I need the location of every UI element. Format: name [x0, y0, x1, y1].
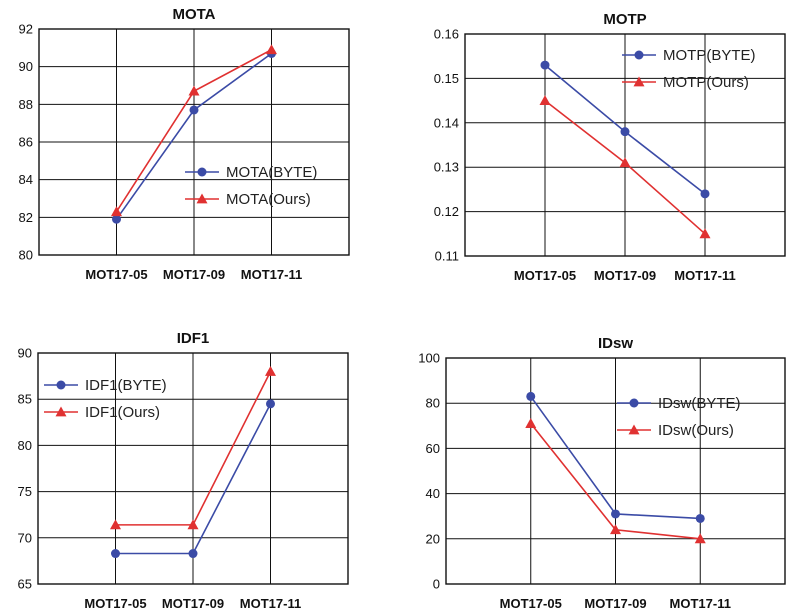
motp-ytick-label: 0.15	[434, 71, 459, 86]
motp-title: MOTP	[603, 11, 646, 28]
idsw-title: IDsw	[598, 335, 633, 352]
mota-ytick-label: 88	[19, 97, 33, 112]
idf1-ytick-label: 65	[18, 577, 32, 592]
idf1-plot-frame	[37, 352, 349, 585]
idsw-point-ours	[694, 533, 706, 544]
motp-legend-label: MOTP(Ours)	[663, 74, 749, 91]
idsw-point-ours	[610, 524, 621, 535]
mota-legend-marker	[196, 193, 208, 204]
mota-xtick-label: MOT17-05	[85, 267, 147, 282]
mota-ytick-label: 80	[19, 248, 33, 263]
mota-point-ours	[188, 85, 200, 96]
motp-point-byte	[540, 60, 550, 70]
idf1-xtick-label: MOT17-05	[84, 596, 146, 611]
motp-ytick-label: 0.14	[434, 115, 459, 130]
idsw-xtick-label: MOT17-09	[584, 596, 646, 611]
mota-point-ours	[111, 206, 122, 217]
chart-idsw-svg: IDsw 0 20 40 60 80 100 MOT17-05 MOT17-09 MOT17-11…	[418, 335, 786, 611]
motp-ytick-label: 0.16	[434, 27, 459, 42]
motp-plot-frame	[464, 33, 786, 257]
motp-point-ours	[539, 95, 551, 105]
motp-legend-marker	[634, 50, 644, 60]
idf1-legend-marker	[56, 380, 66, 390]
mota-legend-label: MOTA(Ours)	[226, 191, 311, 208]
chart-motp: MOTP 0.11 0.12 0.13 0.14 0.15 0.16 MOT17-05 MOT1…	[400, 0, 800, 306]
motp-xtick-label: MOT17-09	[594, 268, 656, 283]
motp-legend-label: MOTP(BYTE)	[663, 47, 756, 64]
motp-point-ours	[699, 228, 711, 239]
mota-title: MOTA	[172, 6, 215, 23]
idsw-ytick-label: 100	[418, 351, 440, 366]
idf1-xtick-label: MOT17-11	[240, 596, 301, 611]
idsw-point-byte	[611, 509, 620, 519]
idsw-plot-frame	[445, 357, 786, 585]
chart-idf1-svg: IDF1 65 70 75 80 85 90 MOT17-05 MOT17-09 MOT17-11…	[18, 330, 349, 611]
idf1-ytick-label: 90	[18, 346, 32, 361]
idsw-xtick-label: MOT17-05	[500, 596, 562, 611]
mota-point-ours	[266, 44, 277, 55]
idsw-ytick-label: 0	[433, 577, 440, 592]
idsw-ytick-label: 40	[426, 486, 440, 501]
idf1-point-byte	[111, 549, 120, 559]
mota-legend-marker	[197, 167, 207, 177]
mota-ytick-label: 92	[19, 22, 33, 37]
mota-point-byte	[189, 105, 199, 115]
idsw-ytick-label: 20	[426, 531, 440, 546]
idsw-point-byte	[526, 391, 536, 401]
mota-ytick-label: 86	[19, 135, 33, 150]
chart-idsw: IDsw 0 20 40 60 80 100 MOT17-05 MOT17-09 MOT17-11…	[400, 306, 800, 612]
idf1-xtick-label: MOT17-09	[162, 596, 224, 611]
mota-ytick-label: 84	[19, 172, 33, 187]
motp-ytick-label: 0.13	[434, 160, 459, 175]
motp-ytick-label: 0.12	[434, 204, 459, 219]
idf1-point-ours	[187, 519, 199, 530]
idsw-legend-marker	[629, 398, 639, 408]
chart-mota-svg: MOTA 80 82 84 86 88 90 92 MOT17-05 MOT17-09 MOT17-…	[19, 6, 350, 282]
idf1-legend-marker	[55, 406, 67, 417]
idsw-legend-marker	[628, 424, 640, 435]
mota-plot-frame	[38, 28, 350, 256]
motp-point-byte	[700, 189, 710, 199]
mota-xtick-label: MOT17-09	[163, 267, 225, 282]
mota-legend-label: MOTA(BYTE)	[226, 164, 317, 181]
idsw-legend-label: IDsw(Ours)	[658, 422, 734, 439]
idf1-ytick-label: 70	[18, 530, 32, 545]
motp-ytick-label: 0.11	[435, 249, 459, 264]
chart-idf1: IDF1 65 70 75 80 85 90 MOT17-05 MOT17-09 MOT17-11…	[0, 306, 400, 612]
mota-point-byte	[112, 214, 121, 224]
chart-mota: MOTA 80 82 84 86 88 90 92 MOT17-05 MOT17-09 MOT17-…	[0, 0, 400, 306]
idf1-ytick-label: 80	[18, 438, 32, 453]
mota-xtick-label: MOT17-11	[241, 267, 302, 282]
idf1-point-ours	[110, 519, 121, 530]
idf1-legend-label: IDF1(BYTE)	[85, 377, 167, 394]
idf1-title: IDF1	[177, 330, 210, 347]
idf1-point-ours	[265, 365, 276, 376]
motp-xtick-label: MOT17-11	[674, 268, 735, 283]
idf1-ytick-label: 85	[18, 392, 32, 407]
idsw-ytick-label: 60	[426, 441, 440, 456]
idf1-point-byte	[188, 549, 198, 559]
mota-ytick-label: 90	[19, 59, 33, 74]
idsw-xtick-label: MOT17-11	[670, 596, 731, 611]
idsw-ytick-label: 80	[426, 396, 440, 411]
idf1-legend-label: IDF1(Ours)	[85, 404, 160, 421]
mota-ytick-label: 82	[19, 210, 33, 225]
chart-motp-svg: MOTP 0.11 0.12 0.13 0.14 0.15 0.16 MOT17-05 MOT1…	[434, 11, 786, 283]
idf1-point-byte	[266, 399, 275, 409]
idsw-point-byte	[695, 513, 705, 523]
motp-xtick-label: MOT17-05	[514, 268, 576, 283]
motp-point-ours	[619, 157, 631, 168]
idsw-legend-label: IDsw(BYTE)	[658, 395, 741, 412]
motp-point-byte	[620, 127, 630, 137]
idsw-point-ours	[525, 418, 537, 428]
motp-legend-marker	[633, 76, 645, 87]
idf1-ytick-label: 75	[18, 484, 32, 499]
